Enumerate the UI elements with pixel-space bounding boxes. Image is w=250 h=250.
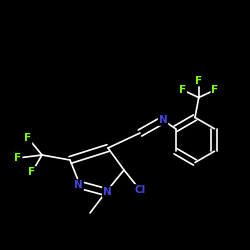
Text: N: N [159, 115, 168, 125]
Text: F: F [28, 167, 35, 177]
Text: F: F [212, 85, 218, 95]
Text: Cl: Cl [134, 185, 145, 195]
Text: N: N [103, 187, 112, 197]
Text: F: F [179, 85, 186, 95]
Text: F: F [195, 76, 202, 86]
Text: F: F [24, 133, 32, 143]
Text: F: F [14, 153, 21, 163]
Text: N: N [74, 180, 83, 190]
